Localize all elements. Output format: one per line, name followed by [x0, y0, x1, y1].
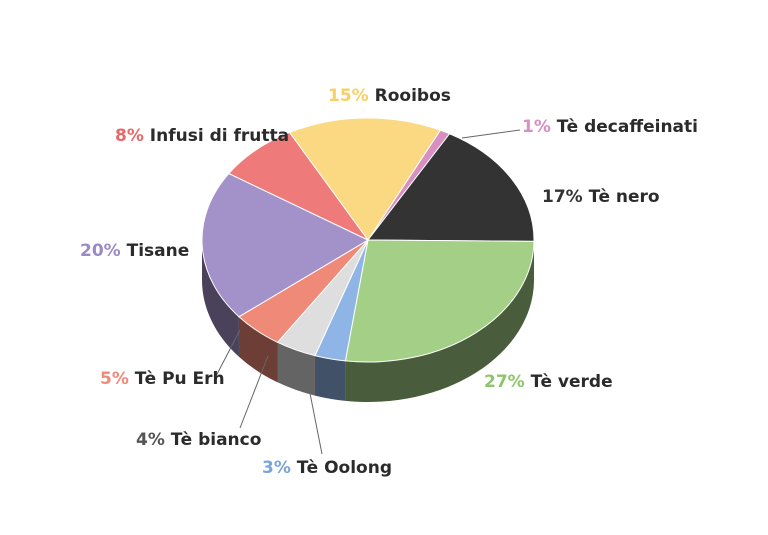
- data-label-pct: 3%: [262, 458, 291, 478]
- data-label-pct: 4%: [136, 430, 165, 450]
- data-label-pct: 15%: [328, 86, 369, 106]
- data-label-name: Rooibos: [369, 86, 451, 106]
- data-label-te-bianco: 4% Tè bianco: [136, 430, 261, 450]
- data-label-name: Tè decaffeinati: [551, 117, 698, 137]
- data-label-te-oolong: 3% Tè Oolong: [262, 458, 392, 478]
- pie-slice-te-nero: [366, 133, 535, 242]
- data-label-pct: 20%: [80, 241, 121, 261]
- pie-slice-te-verde: [344, 239, 535, 363]
- pie-side-te-verde: [345, 241, 534, 402]
- data-label-pct: 1%: [522, 117, 551, 137]
- data-label-name: Tè Oolong: [291, 458, 392, 478]
- data-label-te-verde: 27% Tè verde: [484, 372, 613, 392]
- pie-slice-tisane: [201, 172, 370, 318]
- data-label-pct: 5%: [100, 369, 129, 389]
- data-label-te-decaffeinati: 1% Tè decaffeinati: [522, 117, 698, 137]
- data-label-name: Tisane: [121, 241, 190, 261]
- data-label-pct: 27%: [484, 372, 525, 392]
- pie-side-te-bianco: [277, 342, 315, 396]
- leader-line-te-oolong: [304, 367, 323, 455]
- pie-side-te-pu-erh: [238, 316, 278, 383]
- pie-side-tisane: [202, 240, 239, 357]
- data-label-name: Tè verde: [525, 372, 613, 392]
- data-label-name: Tè bianco: [165, 430, 262, 450]
- data-label-te-nero: 17% Tè nero: [542, 187, 660, 207]
- pie-side-te-oolong: [314, 355, 346, 401]
- data-label-tisane: 20% Tisane: [80, 241, 189, 261]
- data-label-infusi-di-frutta: 8% Infusi di frutta: [115, 126, 289, 146]
- data-label-pct: 8%: [115, 126, 144, 146]
- leader-line-te-pu-erh: [214, 329, 241, 379]
- data-label-pct: 17%: [542, 187, 583, 207]
- pie-slice-rooibos: [288, 117, 442, 241]
- data-label-te-pu-erh: 5% Tè Pu Erh: [100, 369, 225, 389]
- leader-line-te-decaffeinati: [461, 129, 521, 139]
- data-label-name: Tè Pu Erh: [129, 369, 225, 389]
- data-label-name: Infusi di frutta: [144, 126, 289, 146]
- data-label-name: Tè nero: [583, 187, 660, 207]
- data-label-rooibos: 15% Rooibos: [328, 86, 451, 106]
- leader-line-te-bianco: [239, 355, 269, 429]
